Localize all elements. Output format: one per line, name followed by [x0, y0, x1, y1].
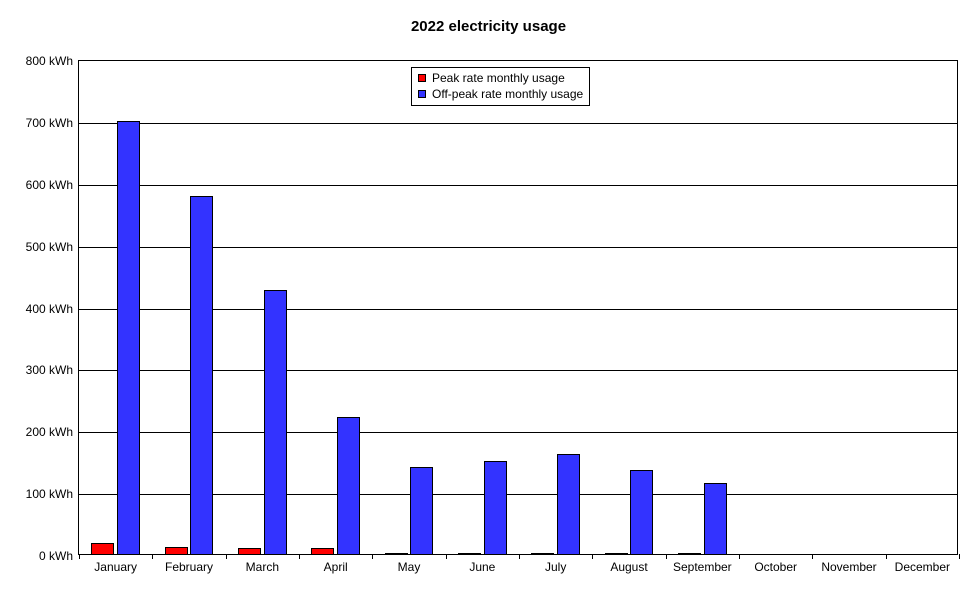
- bar-series-0: [311, 548, 334, 554]
- bar-series-1: [337, 417, 360, 554]
- chart-title: 2022 electricity usage: [0, 18, 977, 35]
- legend-swatch: [418, 74, 426, 82]
- x-tick-mark: [79, 554, 80, 559]
- x-tick-mark: [152, 554, 153, 559]
- y-tick-label: 100 kWh: [26, 487, 73, 501]
- y-tick-label: 500 kWh: [26, 240, 73, 254]
- y-tick-label: 200 kWh: [26, 425, 73, 439]
- x-tick-label: May: [398, 560, 421, 574]
- bar-series-0: [91, 543, 114, 554]
- x-tick-mark: [739, 554, 740, 559]
- x-tick-label: April: [324, 560, 348, 574]
- bar-series-0: [605, 553, 628, 554]
- bar-series-1: [117, 121, 140, 554]
- y-tick-label: 300 kWh: [26, 363, 73, 377]
- bar-series-0: [385, 553, 408, 554]
- bar-series-0: [678, 553, 701, 554]
- bar-series-1: [704, 483, 727, 554]
- x-tick-mark: [812, 554, 813, 559]
- x-tick-mark: [372, 554, 373, 559]
- bar-series-0: [531, 553, 554, 554]
- bar-series-1: [630, 470, 653, 554]
- bar-series-1: [557, 454, 580, 554]
- chart-stage: 2022 electricity usage Peak rate monthly…: [0, 0, 977, 600]
- x-tick-mark: [592, 554, 593, 559]
- bar-series-0: [458, 553, 481, 554]
- bar-series-1: [484, 461, 507, 554]
- x-tick-mark: [446, 554, 447, 559]
- x-tick-label: November: [821, 560, 876, 574]
- y-tick-label: 0 kWh: [39, 549, 73, 563]
- y-tick-label: 600 kWh: [26, 178, 73, 192]
- x-tick-mark: [519, 554, 520, 559]
- y-gridline: [79, 185, 957, 186]
- bar-series-1: [190, 196, 213, 554]
- x-tick-label: July: [545, 560, 566, 574]
- legend-entry: Off-peak rate monthly usage: [418, 86, 583, 102]
- y-tick-label: 800 kWh: [26, 54, 73, 68]
- y-tick-label: 400 kWh: [26, 302, 73, 316]
- bar-series-1: [410, 467, 433, 554]
- legend-label: Peak rate monthly usage: [432, 70, 565, 86]
- y-gridline: [79, 123, 957, 124]
- x-tick-label: September: [673, 560, 732, 574]
- bar-series-1: [264, 290, 287, 554]
- x-tick-mark: [886, 554, 887, 559]
- chart-legend: Peak rate monthly usageOff-peak rate mon…: [411, 67, 590, 106]
- x-tick-label: October: [754, 560, 797, 574]
- x-tick-label: August: [610, 560, 647, 574]
- legend-label: Off-peak rate monthly usage: [432, 86, 583, 102]
- x-tick-label: February: [165, 560, 213, 574]
- x-tick-label: March: [246, 560, 279, 574]
- bar-series-0: [238, 548, 261, 554]
- x-tick-mark: [959, 554, 960, 559]
- x-tick-mark: [666, 554, 667, 559]
- chart-plot-area: Peak rate monthly usageOff-peak rate mon…: [78, 60, 958, 555]
- x-tick-label: January: [94, 560, 137, 574]
- legend-entry: Peak rate monthly usage: [418, 70, 583, 86]
- x-tick-mark: [226, 554, 227, 559]
- y-tick-label: 700 kWh: [26, 116, 73, 130]
- x-tick-mark: [299, 554, 300, 559]
- x-tick-label: December: [895, 560, 950, 574]
- bar-series-0: [165, 547, 188, 554]
- x-tick-label: June: [469, 560, 495, 574]
- legend-swatch: [418, 90, 426, 98]
